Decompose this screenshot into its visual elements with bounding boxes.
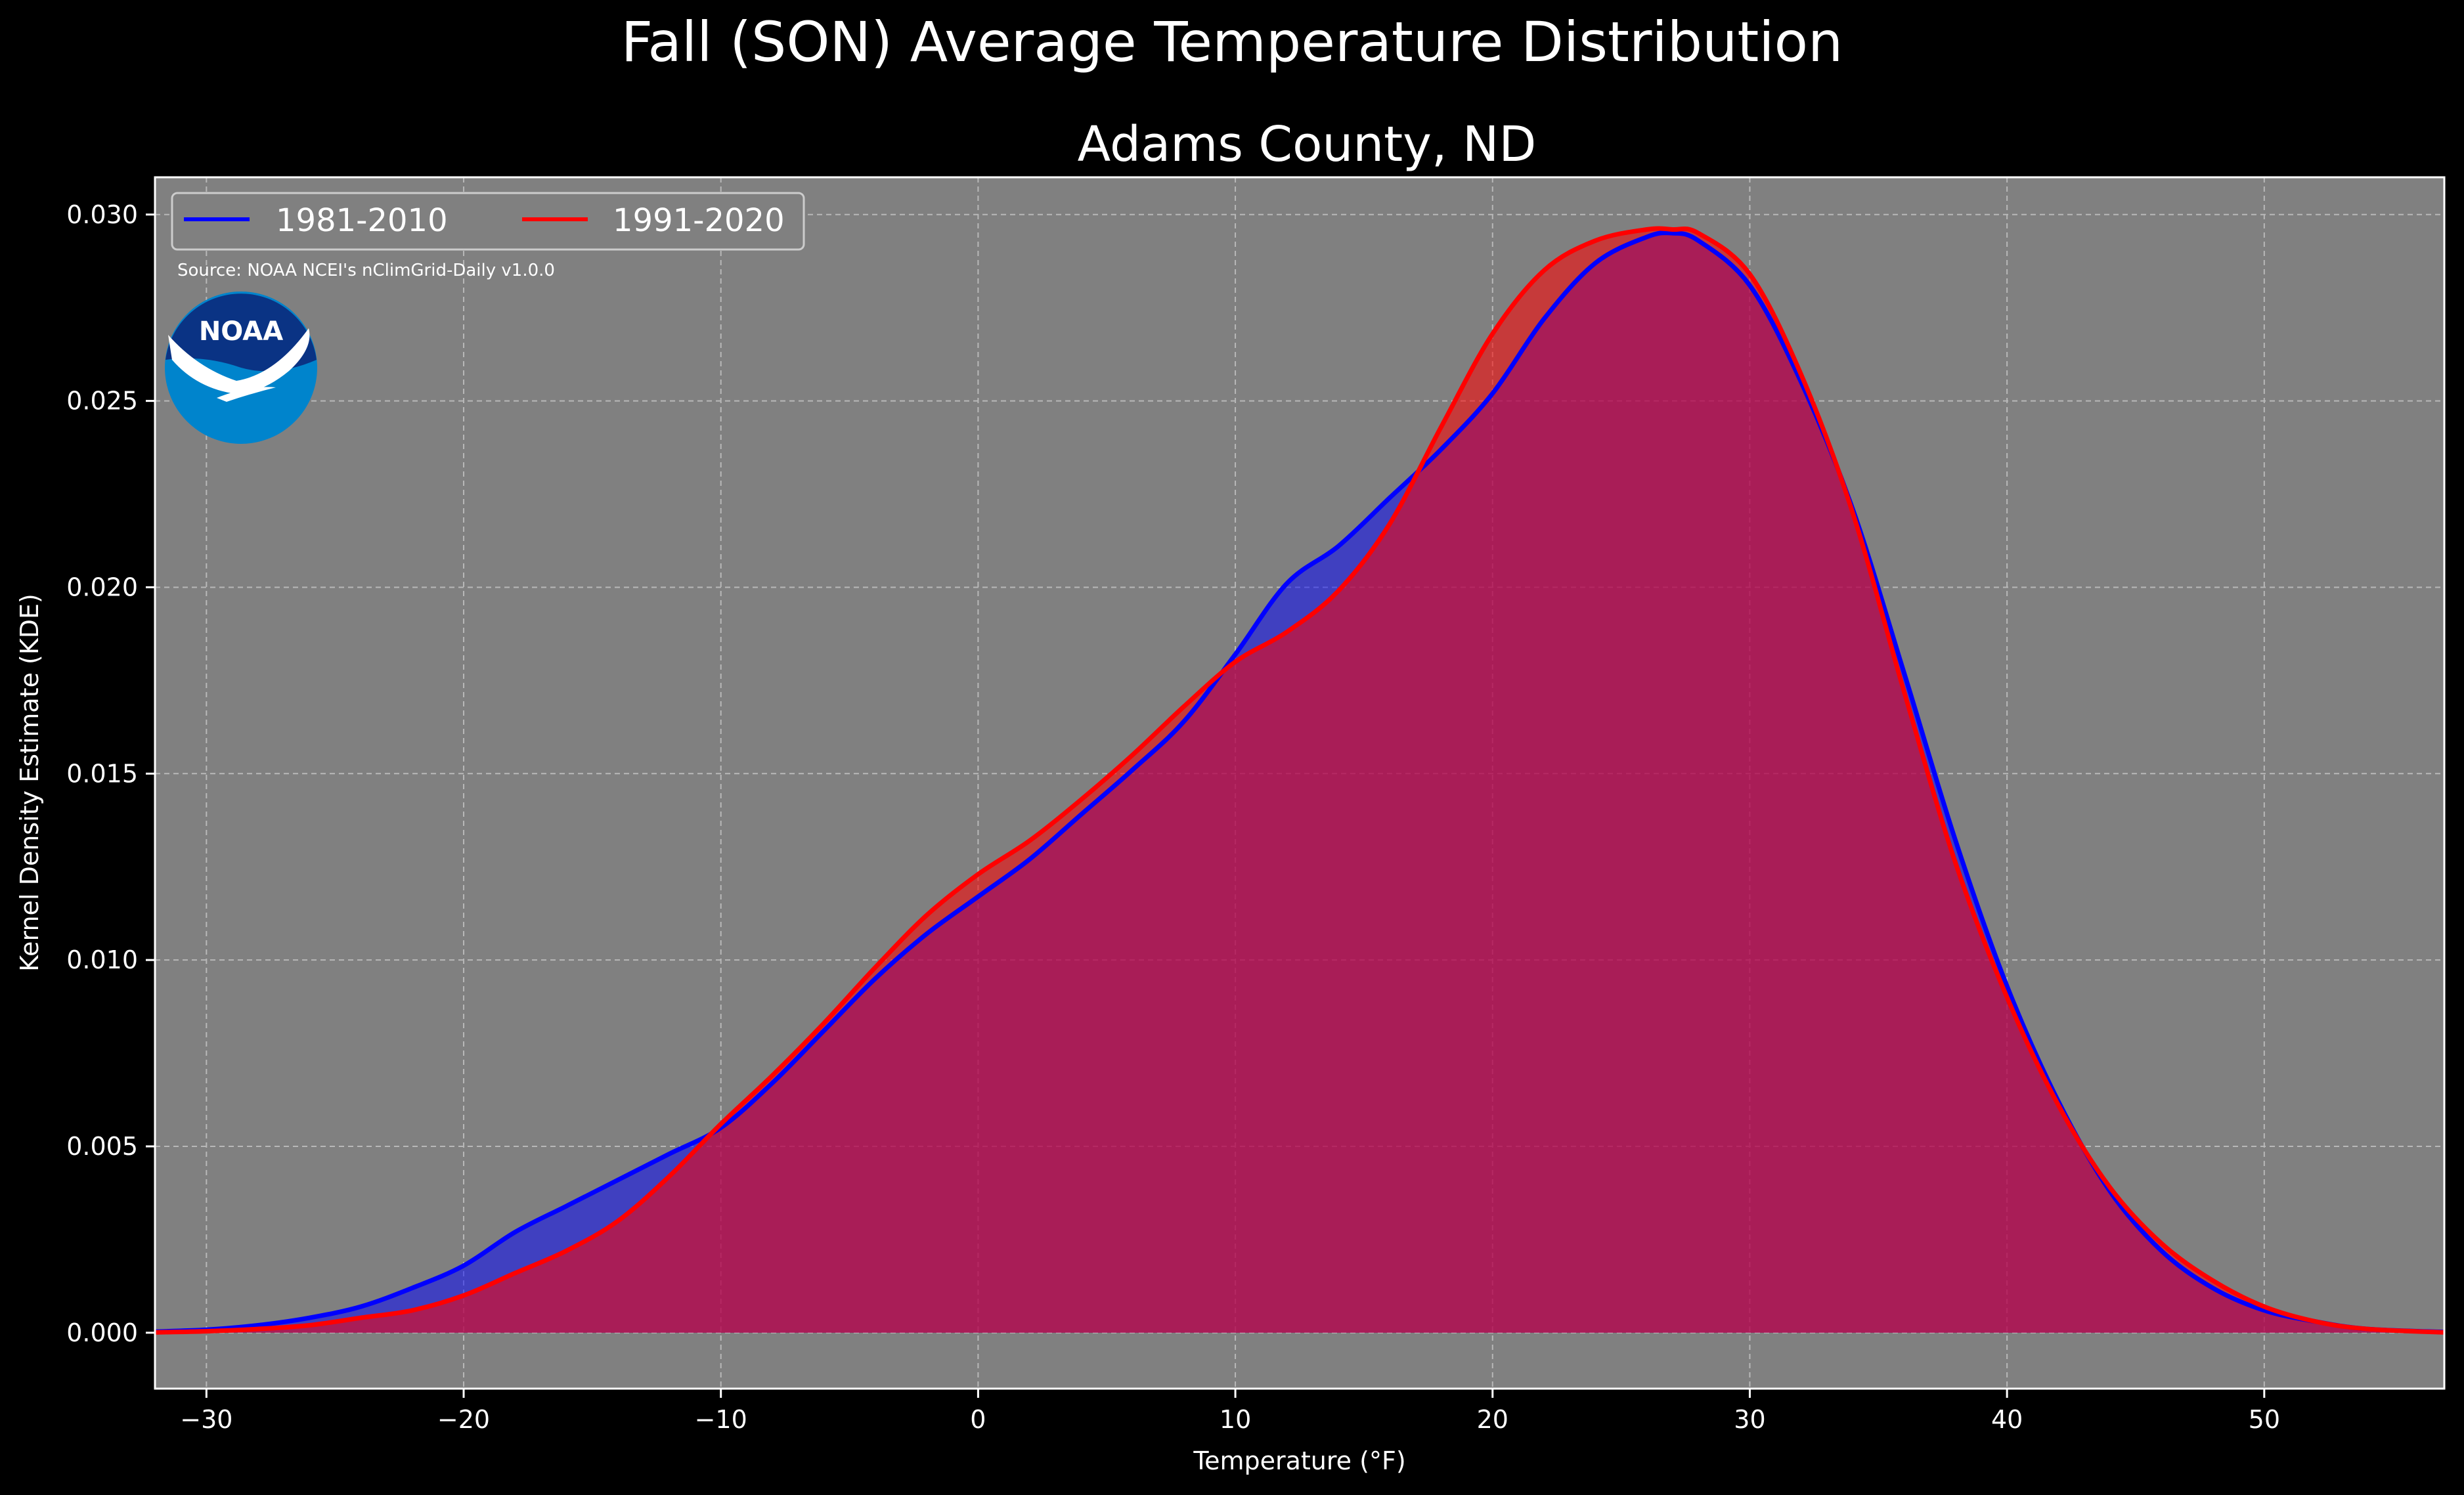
plot-frame bbox=[154, 176, 2446, 1390]
x-tick-label: 50 bbox=[2249, 1405, 2280, 1434]
line-1991-2020 bbox=[154, 226, 2445, 1335]
noaa-logo-wing bbox=[217, 387, 276, 402]
source-note: Source: NOAA NCEI's nClimGrid-Daily v1.0… bbox=[177, 261, 555, 280]
noaa-logo-text: NOAA bbox=[199, 316, 283, 347]
x-tick-label: −20 bbox=[437, 1405, 490, 1434]
noaa-logo-bird bbox=[168, 328, 310, 394]
x-tick-label: 20 bbox=[1477, 1405, 1508, 1434]
density-areas bbox=[155, 228, 2444, 1333]
x-tick-label: 40 bbox=[1991, 1405, 2023, 1434]
y-tick-label: 0.030 bbox=[66, 200, 138, 229]
y-tick-label: 0.000 bbox=[66, 1318, 138, 1347]
y-tick-label: 0.025 bbox=[66, 387, 138, 416]
y-tick-label: 0.020 bbox=[66, 573, 138, 601]
legend-label-1981-2010: 1981-2010 bbox=[276, 202, 448, 239]
area-1991-2020 bbox=[155, 228, 2444, 1333]
noaa-logo-top bbox=[165, 293, 317, 372]
noaa-logo: NOAA bbox=[165, 292, 317, 444]
y-tick-label: 0.005 bbox=[66, 1132, 138, 1161]
x-tick-label: −10 bbox=[695, 1405, 747, 1434]
line-1981-2010 bbox=[154, 230, 2445, 1335]
chart-title: Fall (SON) Average Temperature Distribut… bbox=[621, 10, 1843, 74]
x-tick-label: −30 bbox=[180, 1405, 232, 1434]
density-lines bbox=[154, 226, 2445, 1335]
y-tick-label: 0.010 bbox=[66, 945, 138, 974]
y-axis-label: Kernel Density Estimate (KDE) bbox=[15, 594, 44, 972]
x-axis-ticks: −30 −20 −10 0 10 20 30 40 50 bbox=[180, 1389, 2280, 1434]
y-tick-label: 0.015 bbox=[66, 759, 138, 788]
x-tick-label: 30 bbox=[1734, 1405, 1765, 1434]
legend: 1981-2010 1991-2020 bbox=[171, 192, 805, 251]
legend-box bbox=[171, 192, 805, 251]
chart-subtitle: Adams County, ND bbox=[1077, 116, 1537, 173]
legend-label-1991-2020: 1991-2020 bbox=[613, 202, 785, 239]
y-axis-ticks: 0.000 0.005 0.010 0.015 0.020 0.025 0.030 bbox=[66, 200, 155, 1347]
x-tick-label: 0 bbox=[970, 1405, 986, 1434]
x-axis-label: Temperature (°F) bbox=[1193, 1446, 1405, 1475]
x-tick-label: 10 bbox=[1220, 1405, 1251, 1434]
